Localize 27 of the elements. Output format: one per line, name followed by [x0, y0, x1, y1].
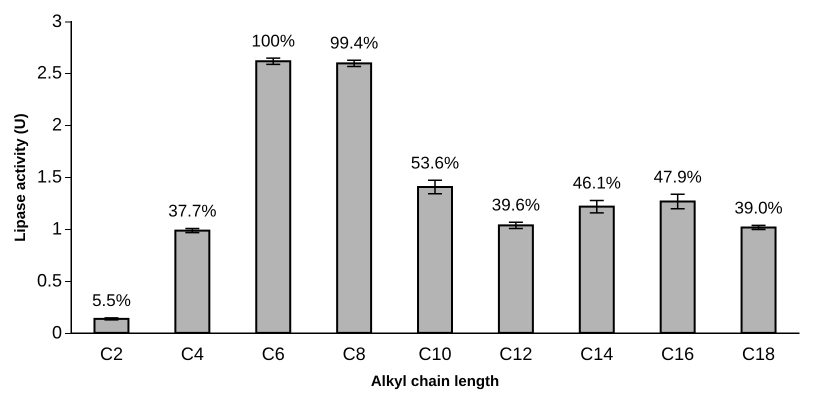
y-tick-label: 1.5 [36, 166, 62, 187]
annotation: 39.0% [734, 198, 783, 218]
annotation: 53.6% [410, 153, 460, 172]
y-tick-label: 2.5 [36, 62, 62, 83]
x-tick-label: C14 [580, 344, 614, 364]
x-tick-label: C16 [661, 344, 694, 364]
annotation: 5.5% [92, 291, 131, 310]
y-tick-label: 0.5 [36, 270, 62, 290]
x-tick-label: C4 [180, 344, 204, 364]
annotation: 47.9% [654, 167, 702, 186]
x-tick-label: C6 [262, 344, 285, 364]
annotation: 46.1% [572, 174, 621, 193]
x-tick-label: C8 [342, 344, 366, 364]
x-tick-label: C2 [100, 344, 123, 364]
x-tick-label: C18 [742, 344, 776, 364]
annotation: 100% [251, 31, 295, 50]
annotation: 39.6% [492, 195, 540, 214]
y-axis-title: Lipase activity (U) [12, 113, 30, 242]
x-axis-title: Alkyl chain length [370, 373, 500, 390]
y-tick-label: 3 [52, 10, 62, 31]
x-tick-label: C12 [499, 344, 532, 364]
annotation: 37.7% [168, 202, 216, 221]
y-tick-label: 1 [52, 218, 62, 238]
y-tick-label: 0 [52, 322, 62, 342]
x-tick-label: C10 [418, 344, 452, 364]
y-tick-label: 2 [52, 114, 62, 135]
annotation: 99.4% [330, 33, 378, 52]
